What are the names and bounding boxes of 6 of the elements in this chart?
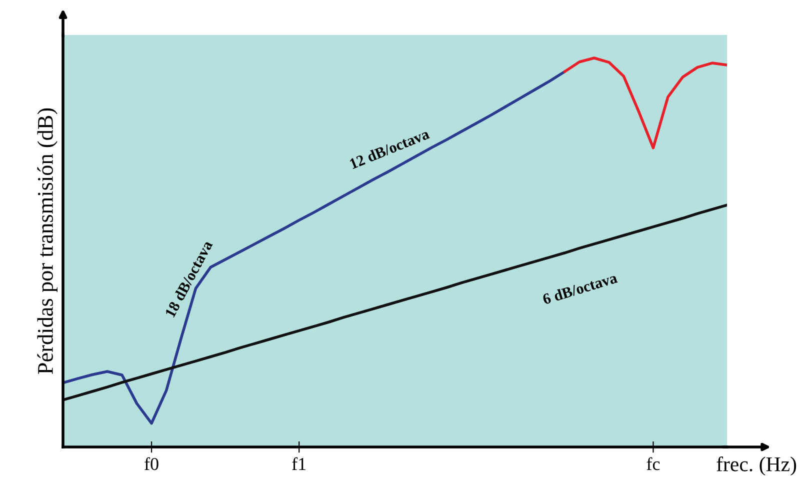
x-tick-label: f1	[292, 457, 306, 470]
x-tick-label: f0	[144, 457, 158, 470]
y-axis-title: Pérdidas por transmisión (dB)	[37, 108, 58, 374]
x-axis-title: frec. (Hz)	[716, 456, 796, 476]
x-tick-label: fc	[646, 457, 660, 470]
annotation: 6 dB/octava	[542, 272, 618, 305]
